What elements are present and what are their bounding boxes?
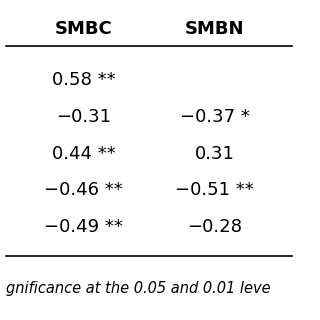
Text: −0.46 **: −0.46 ** [44,181,123,199]
Text: −0.28: −0.28 [187,218,242,236]
Text: SMBC: SMBC [55,20,112,38]
Text: SMBN: SMBN [185,20,244,38]
Text: 0.31: 0.31 [195,145,235,163]
Text: −0.51 **: −0.51 ** [175,181,254,199]
Text: −0.37 *: −0.37 * [180,108,250,126]
Text: −0.31: −0.31 [56,108,111,126]
Text: gnificance at the 0.05 and 0.01 leve: gnificance at the 0.05 and 0.01 leve [6,281,271,295]
Text: −0.49 **: −0.49 ** [44,218,123,236]
Text: 0.58 **: 0.58 ** [52,71,116,89]
Text: 0.44 **: 0.44 ** [52,145,116,163]
